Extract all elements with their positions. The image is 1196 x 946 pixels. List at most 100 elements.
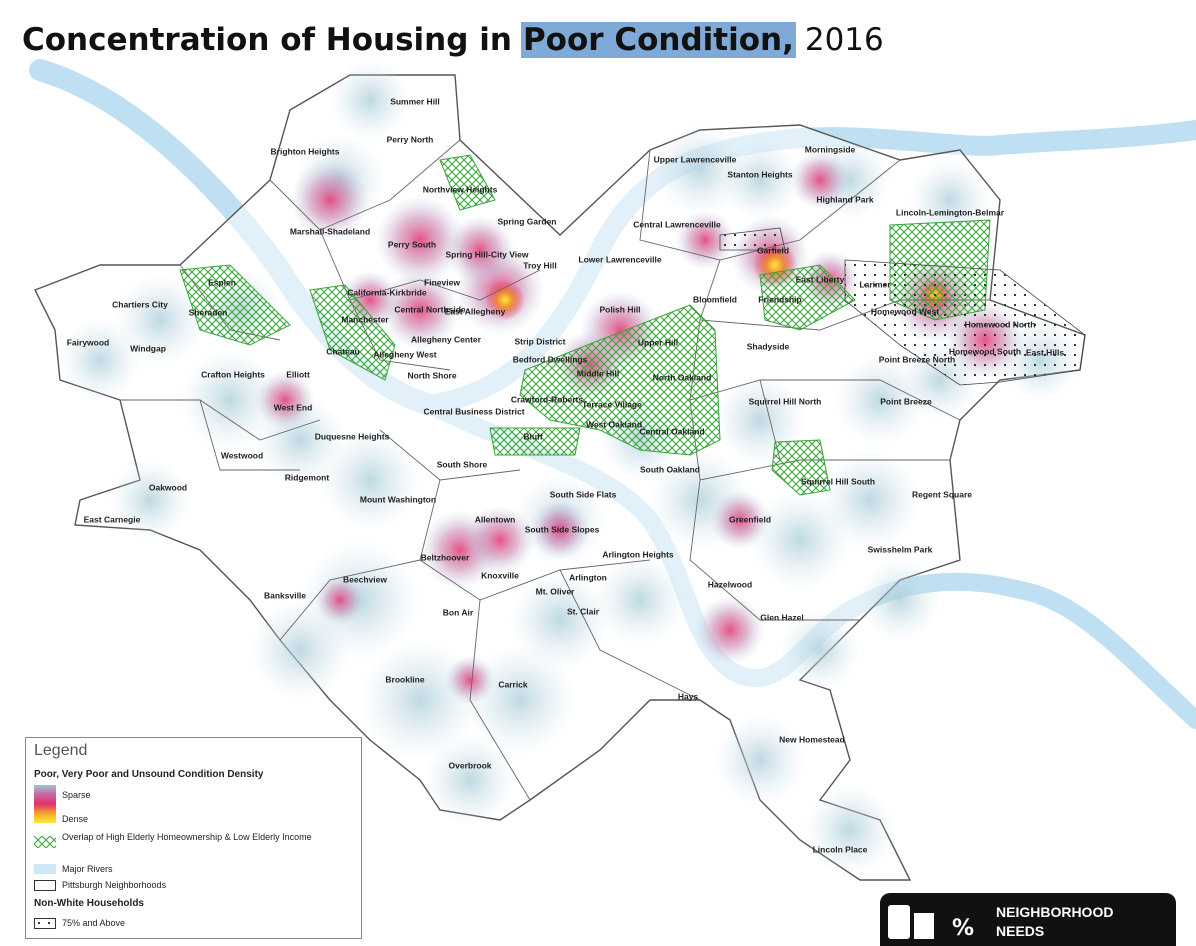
neighborhood-label: Allegheny West — [373, 349, 436, 359]
title: Concentration of Housing in Poor Conditio… — [22, 22, 884, 58]
legend-rivers-swatch — [34, 864, 56, 874]
title-text: Concentration of Housing in — [22, 22, 512, 58]
neighborhood-label: Homewood South — [949, 346, 1021, 356]
density-spot — [710, 490, 770, 550]
neighborhood-label: Morningside — [805, 144, 856, 154]
neighborhood-label: Bedford Dwellings — [513, 354, 588, 364]
neighborhood-label: Chartiers City — [112, 299, 168, 309]
neighborhood-label: Homewood West — [871, 306, 939, 316]
neighborhood-label: New Homestead — [779, 734, 845, 744]
density-haze — [780, 610, 860, 690]
neighborhood-label: Middle Hill — [577, 368, 620, 378]
legend-density-swatch — [34, 785, 56, 823]
density-spot — [445, 655, 495, 705]
neighborhood-label: Homewood North — [965, 319, 1036, 329]
neighborhood-label: Oakwood — [149, 482, 187, 492]
density-haze — [820, 450, 920, 550]
logo-line1: NEIGHBORHOOD — [996, 904, 1114, 920]
neighborhood-label: Central Business District — [423, 406, 524, 416]
legend-density-title: Poor, Very Poor and Unsound Condition De… — [34, 769, 264, 780]
neighborhood-label: Overbrook — [449, 760, 492, 770]
neighborhood-label: Knoxville — [481, 570, 519, 580]
neighborhood-label: Swisshelm Park — [868, 544, 933, 554]
density-spot — [375, 195, 465, 285]
neighborhood-label: Manchester — [341, 314, 389, 324]
logo: % NEIGHBORHOOD NEEDS — [880, 893, 1176, 946]
neighborhood-label: Garfield — [757, 245, 789, 255]
neighborhood-label: Fairywood — [67, 337, 110, 347]
neighborhood-label: Squirrel Hill South — [801, 476, 875, 486]
neighborhood-label: Allegheny Center — [411, 334, 482, 344]
neighborhood-label: Mt. Oliver — [536, 586, 575, 596]
neighborhood-label: Point Breeze — [880, 396, 932, 406]
neighborhood-label: South Side Flats — [550, 489, 617, 499]
neighborhood-label: Regent Square — [912, 489, 972, 499]
legend-heading: Legend — [34, 742, 88, 759]
neighborhood-label: Friendship — [758, 294, 801, 304]
neighborhood-label: Greenfield — [729, 514, 771, 524]
neighborhood-label: Perry North — [387, 134, 434, 144]
neighborhood-label: East Carnegie — [84, 514, 141, 524]
density-haze — [180, 350, 280, 450]
elderly-overlap-area — [309, 284, 396, 381]
density-spot — [675, 210, 735, 270]
elderly-overlap — [179, 154, 1086, 496]
svg-text:%: % — [952, 916, 974, 941]
neighborhood-label: Hays — [678, 691, 699, 701]
neighborhood-label: South Side Slopes — [525, 524, 600, 534]
neighborhood-label: Sheraden — [189, 307, 228, 317]
neighborhood-label: East Liberty — [796, 274, 845, 284]
neighborhood-labels: Summer Hill Perry North Brighton Heights No… — [67, 96, 1065, 854]
neighborhood-label: Ridgemont — [285, 472, 330, 482]
density-spot — [790, 150, 850, 210]
legend-dense: Dense — [62, 814, 89, 824]
neighborhood-label: Perry South — [388, 239, 436, 249]
neighborhood-label: Summer Hill — [390, 96, 440, 106]
neighborhood-label: Marshall-Shadeland — [290, 226, 370, 236]
neighborhood-label: Point Breeze North — [879, 354, 956, 364]
neighborhood-label: Central Northside — [394, 304, 466, 314]
logo-icons: % — [888, 905, 974, 941]
legend-sparse: Sparse — [62, 790, 91, 800]
neighborhood-label: Allentown — [475, 514, 516, 524]
neighborhood-label: Troy Hill — [523, 260, 557, 270]
density-haze — [805, 785, 895, 875]
neighborhood-label: California-Kirkbride — [347, 287, 427, 297]
legend-neighborhoods: Pittsburgh Neighborhoods — [62, 880, 167, 890]
neighborhood-label: Carrick — [498, 679, 528, 689]
nonwhite-area — [844, 259, 1086, 386]
neighborhood-label: West Oakland — [586, 419, 642, 429]
neighborhood-label: Polish Hill — [599, 304, 640, 314]
neighborhood-label: Westwood — [221, 450, 263, 460]
neighborhood-label: South Shore — [437, 459, 488, 469]
neighborhood-label: Beechview — [343, 574, 387, 584]
neighborhood-label: Bluff — [523, 431, 543, 441]
legend: Legend Poor, Very Poor and Unsound Condi… — [25, 737, 362, 939]
density-haze — [910, 160, 990, 240]
logo-line2: NEEDS — [996, 923, 1045, 939]
neighborhood-label: Northview Heights — [423, 184, 498, 194]
density-haze — [860, 560, 940, 640]
density-haze — [320, 430, 420, 530]
neighborhood-label: Bloomfield — [693, 294, 737, 304]
density-haze — [595, 555, 685, 645]
density-layer — [60, 60, 1080, 875]
neighborhood-label: Esplen — [208, 277, 236, 287]
neighborhood-label: Arlington — [569, 572, 607, 582]
elderly-overlap-area — [439, 154, 496, 211]
legend-nonwhite: 75% and Above — [62, 918, 126, 928]
title-year: 2016 — [804, 22, 884, 58]
neighborhood-label: St. Clair — [567, 606, 600, 616]
neighborhood-label: Glen Hazel — [760, 612, 803, 622]
density-spot — [380, 270, 460, 350]
neighborhood-label: Spring Hill-City View — [446, 249, 529, 259]
elderly-overlap-area — [759, 264, 856, 331]
neighborhood-label: Lincoln Place — [813, 844, 868, 854]
density-spot — [255, 370, 315, 430]
neighborhood-label: Mount Washington — [360, 494, 436, 504]
neighborhood-label: Squirrel Hill North — [749, 396, 822, 406]
neighborhood-label: Brighton Heights — [271, 146, 340, 156]
neighborhood-label: Spring Garden — [497, 216, 556, 226]
neighborhood-label: North Oakland — [653, 372, 712, 382]
